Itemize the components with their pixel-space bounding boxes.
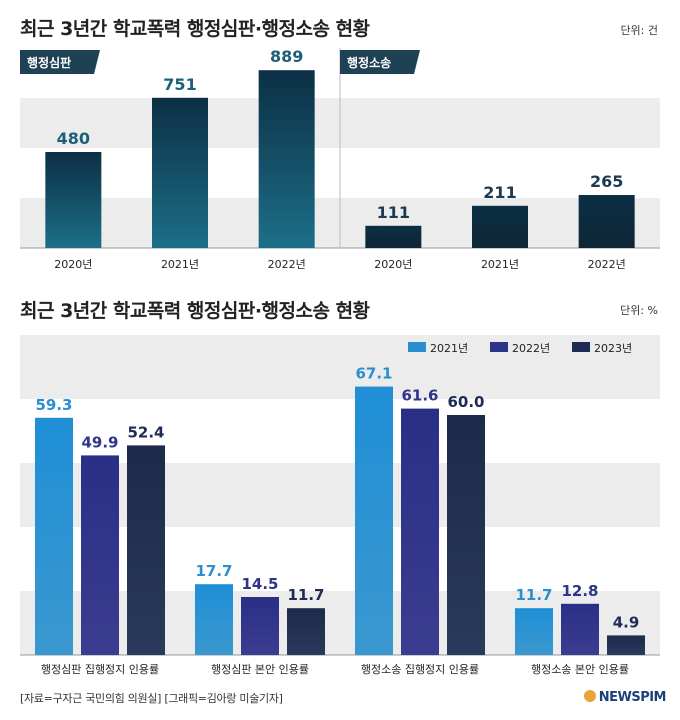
data-label: 61.6 xyxy=(401,387,438,405)
panel-label-bg xyxy=(20,50,100,74)
footer-credits: [자료=구자근 국민의힘 의원실] [그래픽=김아랑 미술기자] xyxy=(20,690,283,706)
data-label: 211 xyxy=(483,183,516,202)
legend-label: 2022년 xyxy=(512,342,550,355)
x-tick-label: 행정소송 집행정지 인용률 xyxy=(361,663,479,676)
footer-graphic: [그래픽=김아랑 미술기자] xyxy=(164,692,283,705)
bar-2023년-3 xyxy=(447,415,485,655)
data-label: 52.4 xyxy=(127,423,164,441)
footer-source: [자료=구자근 국민의힘 의원실] xyxy=(20,692,162,705)
logo-mark-icon xyxy=(583,690,596,702)
data-label: 889 xyxy=(270,47,303,66)
x-tick-label: 2022년 xyxy=(268,258,306,271)
legend-swatch-2023년 xyxy=(572,342,590,352)
bar-2023년-2 xyxy=(287,608,325,655)
data-label: 67.1 xyxy=(355,365,392,383)
bottom-chart-title: 최근 3년간 학교폭력 행정심판·행정소송 현황 xyxy=(20,300,370,322)
data-label: 480 xyxy=(57,129,90,148)
bar-2022년-3 xyxy=(401,408,439,655)
bar-2023년-4 xyxy=(607,635,645,655)
data-label: 14.5 xyxy=(241,575,278,593)
bar-2021년-1 xyxy=(35,417,73,655)
legend-swatch-2021년 xyxy=(408,342,426,352)
x-tick-label: 2022년 xyxy=(588,258,626,271)
data-label: 751 xyxy=(163,75,196,94)
logo-text: NEWSPIM xyxy=(598,690,667,705)
panel-label: 행정심판 xyxy=(27,55,71,70)
bar-행정심판-2021년 xyxy=(152,97,208,248)
bar-행정심판-2022년 xyxy=(258,70,315,248)
x-tick-label: 행정소송 본안 인용률 xyxy=(531,663,629,676)
top-chart-title: 최근 3년간 학교폭력 행정심판·행정소송 현황 xyxy=(20,18,370,40)
x-tick-label: 행정심판 본안 인용률 xyxy=(211,663,309,676)
x-tick-label: 2021년 xyxy=(161,258,199,271)
legend-swatch-2022년 xyxy=(490,342,508,352)
data-label: 12.8 xyxy=(561,582,598,600)
panel-label-tag-1: 행정심판 xyxy=(20,50,100,74)
data-label: 17.7 xyxy=(195,562,232,580)
data-label: 265 xyxy=(590,172,623,191)
data-label: 11.7 xyxy=(515,586,552,604)
top-chart: 행정심판 480 2020년 751 2021년 889 2022년 행정소송 111 2020년… xyxy=(20,47,660,271)
bar-2021년-3 xyxy=(355,386,393,655)
x-tick-label: 2021년 xyxy=(481,258,519,271)
panel-label-bg xyxy=(340,50,420,74)
bar-2022년-1 xyxy=(81,455,119,655)
grid-band xyxy=(20,335,660,399)
grid-band xyxy=(20,463,660,527)
data-label: 59.3 xyxy=(35,396,72,414)
bar-행정심판-2020년 xyxy=(45,152,102,248)
legend-label: 2023년 xyxy=(594,342,632,355)
panel-label: 행정소송 xyxy=(347,55,391,70)
bar-2023년-1 xyxy=(127,445,165,655)
data-label: 11.7 xyxy=(287,586,324,604)
bottom-chart-unit: 단위: % xyxy=(620,304,658,317)
bar-행정소송-2022년 xyxy=(578,195,635,248)
top-chart-unit: 단위: 건 xyxy=(620,24,658,37)
x-tick-label: 2020년 xyxy=(374,258,412,271)
bar-행정소송-2021년 xyxy=(472,205,528,248)
grid-band xyxy=(20,591,660,655)
x-tick-label: 2020년 xyxy=(54,258,92,271)
bar-행정소송-2020년 xyxy=(365,225,422,248)
data-label: 4.9 xyxy=(613,613,640,631)
data-label: 60.0 xyxy=(447,393,484,411)
bar-2021년-2 xyxy=(195,584,233,655)
panel-label-tag-2: 행정소송 xyxy=(340,50,420,74)
legend-label: 2021년 xyxy=(430,342,468,355)
bar-2022년-4 xyxy=(561,603,599,655)
x-tick-label: 행정심판 집행정지 인용률 xyxy=(41,663,159,676)
data-label: 111 xyxy=(377,203,410,222)
data-label: 49.9 xyxy=(81,433,118,451)
bar-2021년-4 xyxy=(515,608,553,655)
bar-2022년-2 xyxy=(241,597,279,655)
newspim-logo: NEWSPIM xyxy=(583,690,667,705)
